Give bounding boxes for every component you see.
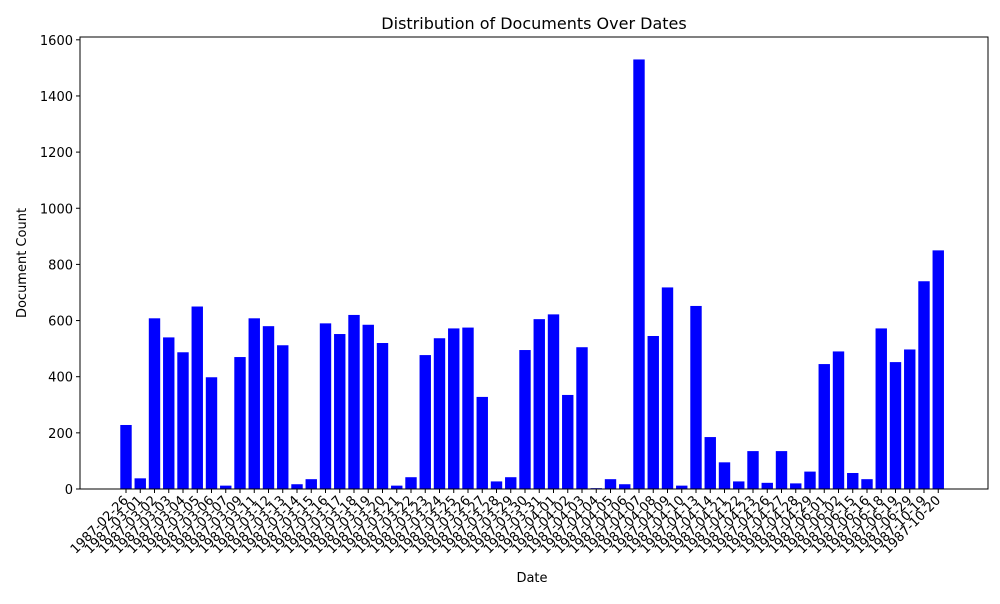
bar	[433, 338, 446, 489]
x-axis-label: Date	[516, 571, 547, 586]
bar	[804, 471, 816, 489]
bar	[163, 337, 175, 489]
bar	[576, 347, 588, 489]
bar	[904, 349, 916, 489]
bar	[476, 396, 488, 489]
y-tick-label: 1600	[40, 34, 73, 49]
bar	[490, 481, 503, 489]
bar	[875, 328, 887, 489]
bar	[505, 477, 517, 489]
bar	[120, 424, 132, 489]
bar	[676, 485, 688, 489]
bar	[790, 483, 802, 489]
bar	[690, 305, 702, 489]
bar	[519, 350, 531, 489]
bar	[604, 479, 617, 489]
bar	[718, 462, 731, 489]
bar	[234, 357, 246, 489]
y-tick-label: 400	[48, 371, 73, 386]
bar	[547, 314, 560, 489]
bar	[619, 484, 631, 489]
bar	[932, 250, 944, 489]
bar	[747, 451, 759, 489]
bar	[362, 324, 374, 489]
y-tick-label: 800	[48, 258, 73, 273]
bar	[348, 314, 360, 489]
bar	[448, 328, 460, 489]
bar	[277, 345, 289, 489]
bar	[832, 351, 845, 489]
bar	[633, 59, 645, 490]
bar	[262, 326, 275, 489]
bar	[391, 485, 403, 489]
bar	[861, 479, 873, 489]
bar	[661, 287, 674, 489]
y-tick-label: 1400	[40, 90, 73, 105]
y-tick-label: 1200	[40, 146, 73, 161]
bar	[376, 343, 389, 489]
y-tick-label: 1000	[40, 202, 73, 217]
bar	[248, 318, 260, 489]
bar	[704, 437, 716, 489]
bar	[405, 477, 417, 489]
bar	[733, 481, 745, 489]
bar	[562, 394, 574, 489]
bar	[889, 362, 902, 489]
bar	[134, 478, 146, 489]
y-tick-label: 600	[48, 315, 73, 330]
bar	[319, 323, 332, 489]
bar	[419, 355, 431, 489]
bar	[191, 306, 203, 489]
bar	[847, 472, 859, 489]
bar	[647, 335, 659, 489]
bar	[205, 377, 218, 489]
bar	[305, 479, 317, 489]
bar	[462, 327, 474, 489]
bar	[334, 334, 346, 489]
bar	[775, 451, 788, 489]
bar	[177, 352, 189, 489]
plot-frame	[79, 36, 989, 490]
bar	[761, 482, 773, 489]
bar	[533, 319, 545, 489]
y-axis-label: Document Count	[15, 208, 30, 318]
chart-title: Distribution of Documents Over Dates	[381, 14, 686, 33]
y-tick-label: 200	[48, 427, 73, 442]
bar	[918, 281, 930, 489]
bar	[220, 485, 232, 489]
bar	[291, 484, 303, 489]
bar	[148, 318, 161, 489]
y-tick-label: 0	[65, 483, 73, 498]
bar	[818, 364, 830, 489]
